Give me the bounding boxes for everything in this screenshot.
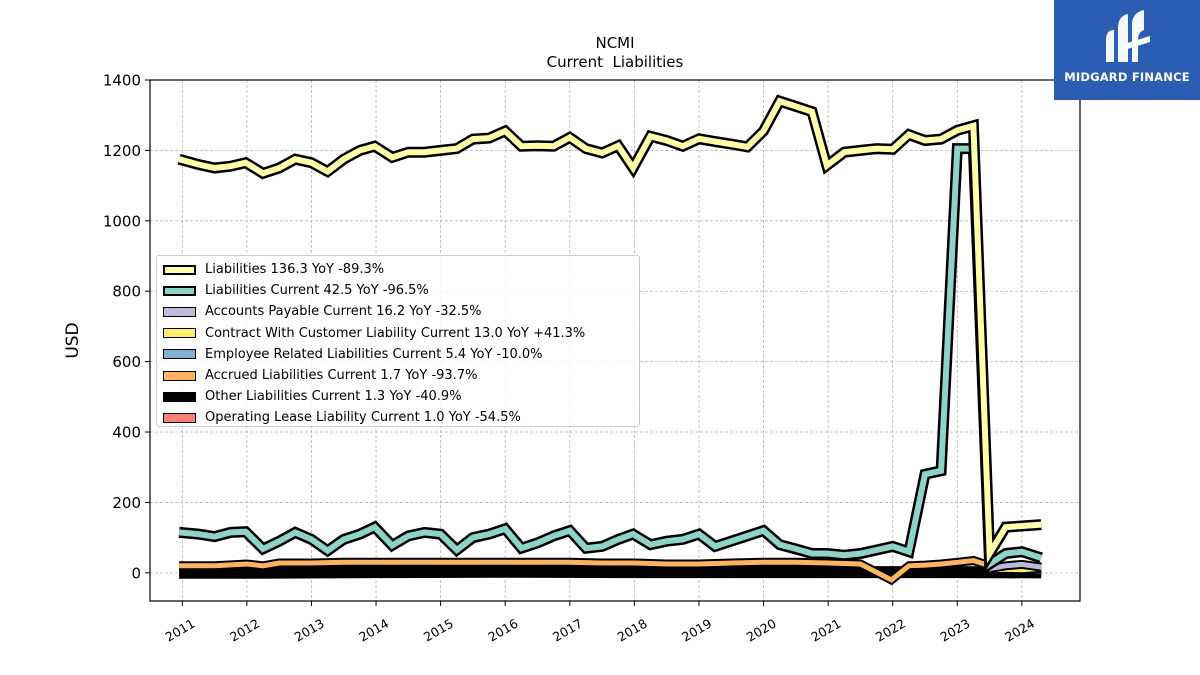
x-tick-label: 2017 [550,616,585,645]
legend-item: Liabilities 136.3 YoY -89.3% [163,259,639,280]
chart-subtitle: Current Liabilities [547,53,684,71]
chart-title: NCMI [595,34,634,52]
legend-swatch [163,349,196,360]
x-tick-label: 2023 [938,616,973,645]
series-line [179,557,1042,583]
y-tick-label: 1400 [103,72,141,90]
legend-label: Liabilities Current 42.5 YoY -96.5% [205,283,429,299]
legend-item: Other Liabilities Current 1.3 YoY -40.9% [163,386,639,407]
legend-label: Employee Related Liabilities Current 5.4… [205,346,543,362]
legend: Liabilities 136.3 YoY -89.3% Liabilities … [156,255,640,427]
legend-label: Operating Lease Liability Current 1.0 Yo… [205,410,521,426]
legend-swatch [163,370,196,381]
series-liabilities [177,94,1042,572]
legend-swatch [163,328,196,339]
y-axis-label: USD [63,322,83,358]
x-tick-label: 2018 [615,616,650,645]
plot-frame [149,79,1081,602]
series-line [178,145,1043,570]
x-tick-label: 2012 [227,616,262,645]
y-tick-label: 1000 [103,212,141,230]
legend-item: Operating Lease Liability Current 1.0 Yo… [163,407,639,428]
y-tick-label: 1200 [103,142,141,160]
series-other-liabilities-current [179,565,1042,579]
x-tick-label: 2019 [679,616,714,645]
x-tick-label: 2014 [356,616,391,645]
legend-item: Liabilities Current 42.5 YoY -96.5% [163,280,639,301]
x-tick-label: 2016 [485,616,520,645]
x-tick-label: 2015 [421,616,456,645]
legend-label: Accrued Liabilities Current 1.7 YoY -93.… [205,368,478,384]
y-tick-label: 400 [112,424,141,442]
legend-swatch [163,264,196,275]
x-tick-label: 2011 [163,616,198,645]
x-tick-label: 2013 [292,616,327,645]
legend-item: Employee Related Liabilities Current 5.4… [163,344,639,365]
y-tick-label: 800 [112,283,141,301]
legend-swatch [163,306,196,317]
midgard-finance-logo: MIDGARD FINANCE [1054,0,1200,100]
legend-item: Accounts Payable Current 16.2 YoY -32.5% [163,301,639,322]
legend-label: Liabilities 136.3 YoY -89.3% [205,262,385,278]
y-tick-label: 200 [112,494,141,512]
legend-swatch [163,391,196,402]
legend-swatch [163,412,196,423]
legend-item: Contract With Customer Liability Current… [163,323,639,344]
logo-mark-icon [1106,10,1150,62]
y-tick-label: 0 [131,564,141,582]
series-accounts-payable-current [988,559,1042,574]
legend-label: Accounts Payable Current 16.2 YoY -32.5% [205,304,482,320]
x-tick-label: 2022 [873,616,908,645]
x-tick-label: 2021 [808,616,843,645]
y-tick-label: 600 [112,353,141,371]
legend-swatch [163,285,196,296]
series-line [179,565,1042,579]
legend-label: Contract With Customer Liability Current… [205,325,586,341]
x-tick-label: 2024 [1002,616,1037,645]
series-line [989,561,1042,572]
series-accrued-liabilities-current [179,555,1042,586]
legend-label: Other Liabilities Current 1.3 YoY -40.9% [205,389,462,405]
series-liabilities-current [178,143,1043,574]
legend-item: Accrued Liabilities Current 1.7 YoY -93.… [163,365,639,386]
series-group [177,94,1043,586]
logo-text: MIDGARD FINANCE [1064,70,1190,84]
x-tick-label: 2020 [744,616,779,645]
series-line [178,97,1042,564]
